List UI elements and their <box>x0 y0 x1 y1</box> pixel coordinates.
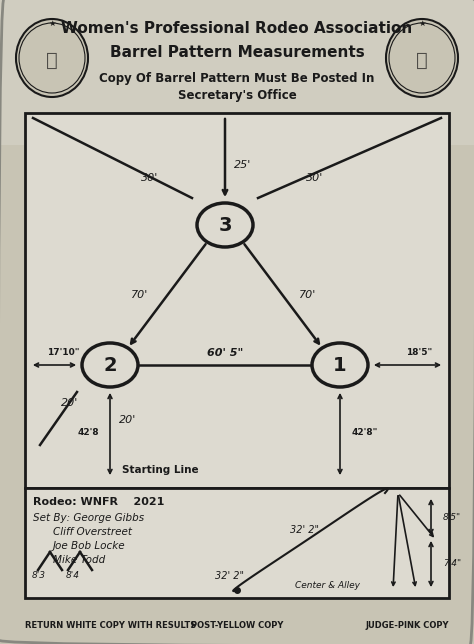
Bar <box>25 488 449 598</box>
Text: Center & Alley: Center & Alley <box>295 582 360 591</box>
Text: 8'5": 8'5" <box>443 513 461 522</box>
Bar <box>25 113 449 488</box>
Ellipse shape <box>16 19 88 97</box>
Ellipse shape <box>82 343 138 387</box>
Text: 3: 3 <box>218 216 232 234</box>
Text: Cliff Overstreet: Cliff Overstreet <box>53 527 132 537</box>
Text: 60' 5": 60' 5" <box>207 348 243 358</box>
Text: Starting Line: Starting Line <box>122 465 198 475</box>
Text: 🏇: 🏇 <box>416 50 428 70</box>
Bar <box>0 0 474 145</box>
Text: 30': 30' <box>306 173 324 183</box>
Ellipse shape <box>312 343 368 387</box>
Text: 20': 20' <box>119 415 137 425</box>
Text: 17'10": 17'10" <box>47 348 79 357</box>
Text: 1: 1 <box>333 355 347 375</box>
Ellipse shape <box>386 19 458 97</box>
Text: Set By: George Gibbs: Set By: George Gibbs <box>33 513 144 523</box>
Ellipse shape <box>197 203 253 247</box>
Text: ★: ★ <box>418 19 426 28</box>
Text: POST-YELLOW COPY: POST-YELLOW COPY <box>191 621 283 630</box>
Text: Barrel Pattern Measurements: Barrel Pattern Measurements <box>109 44 365 59</box>
Text: 8'4: 8'4 <box>66 571 80 580</box>
Text: 70': 70' <box>131 290 148 300</box>
Text: 25': 25' <box>234 160 252 170</box>
Text: 2: 2 <box>103 355 117 375</box>
Text: Rodeo: WNFR    2021: Rodeo: WNFR 2021 <box>33 497 164 507</box>
Text: RETURN WHITE COPY WITH RESULTS: RETURN WHITE COPY WITH RESULTS <box>25 621 196 630</box>
Text: JUDGE-PINK COPY: JUDGE-PINK COPY <box>365 621 449 630</box>
Text: 30': 30' <box>141 173 159 183</box>
Text: Women's Professional Rodeo Association: Women's Professional Rodeo Association <box>61 21 413 35</box>
Text: 42'8": 42'8" <box>352 428 378 437</box>
Text: 32' 2": 32' 2" <box>291 525 319 535</box>
Text: 8'3: 8'3 <box>32 571 46 580</box>
Text: 32' 2": 32' 2" <box>216 571 245 581</box>
Text: Joe Bob Locke: Joe Bob Locke <box>53 541 126 551</box>
Text: Copy Of Barrel Pattern Must Be Posted In: Copy Of Barrel Pattern Must Be Posted In <box>100 71 374 84</box>
Text: 🏇: 🏇 <box>46 50 58 70</box>
Text: Secretary's Office: Secretary's Office <box>178 88 296 102</box>
Text: 42'8: 42'8 <box>77 428 99 437</box>
Text: 7'4": 7'4" <box>443 560 461 569</box>
Text: 20': 20' <box>61 398 79 408</box>
Text: 70': 70' <box>299 290 316 300</box>
Text: Mike Todd: Mike Todd <box>53 555 105 565</box>
Text: ★: ★ <box>48 19 56 28</box>
Text: 18'5": 18'5" <box>406 348 432 357</box>
